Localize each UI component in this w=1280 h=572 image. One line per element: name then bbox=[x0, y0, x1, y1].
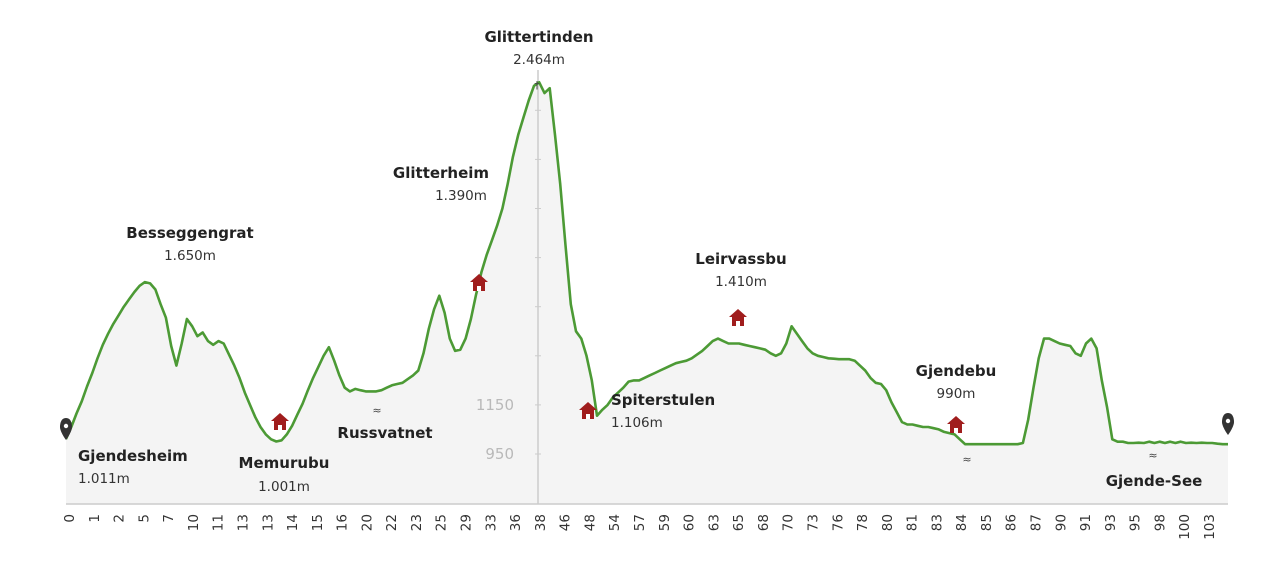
label-glitterheim: Glitterheim bbox=[393, 164, 489, 182]
elev-glittertinden: 2.464m bbox=[513, 52, 565, 68]
x-tick-label: 13 bbox=[260, 514, 276, 531]
x-tick-label: 103 bbox=[1202, 514, 1218, 540]
x-tick-label: 46 bbox=[558, 514, 574, 531]
elev-gjendesheim: 1.011m bbox=[78, 471, 130, 487]
x-tick-label: 16 bbox=[335, 514, 351, 531]
map-pin-icon bbox=[1222, 413, 1234, 435]
x-tick-label: 65 bbox=[731, 514, 747, 531]
x-tick-label: 10 bbox=[186, 514, 202, 531]
y-tick-label: 950 bbox=[485, 445, 514, 463]
x-tick-label: 20 bbox=[359, 514, 375, 531]
x-tick-label: 7 bbox=[161, 514, 177, 523]
x-tick-label: 22 bbox=[384, 514, 400, 531]
x-tick-label: 86 bbox=[1004, 514, 1020, 531]
profile-line bbox=[64, 81, 1228, 446]
x-tick-label: 84 bbox=[954, 514, 970, 531]
x-tick-label: 95 bbox=[1128, 514, 1144, 531]
x-tick-label: 48 bbox=[582, 514, 598, 531]
x-tick-label: 83 bbox=[929, 514, 945, 531]
x-tick-label: 90 bbox=[1053, 514, 1069, 531]
elev-memurubu: 1.001m bbox=[258, 479, 310, 495]
x-tick-label: 54 bbox=[607, 514, 623, 531]
x-tick-label: 73 bbox=[806, 514, 822, 531]
x-ticks: 0 1 2 5 7 10 11 13 13 14 15 16 20 22 23 25 29 33 36 38 46 48 5… bbox=[62, 514, 1218, 540]
label-leirvassbu: Leirvassbu bbox=[695, 250, 786, 268]
x-tick-label: 0 bbox=[62, 514, 78, 523]
label-gjendesheim: Gjendesheim bbox=[78, 447, 188, 465]
x-tick-label: 76 bbox=[830, 514, 846, 531]
elev-spiterstulen: 1.106m bbox=[611, 415, 663, 431]
x-tick-label: 13 bbox=[236, 514, 252, 531]
label-gjende-see: Gjende-See bbox=[1106, 472, 1203, 490]
x-tick-label: 98 bbox=[1152, 514, 1168, 531]
hut-icon bbox=[947, 416, 965, 433]
x-tick-label: 91 bbox=[1078, 514, 1094, 531]
x-tick-label: 81 bbox=[905, 514, 921, 531]
x-tick-label: 70 bbox=[781, 514, 797, 531]
x-tick-label: 5 bbox=[136, 514, 152, 523]
elev-leirvassbu: 1.410m bbox=[715, 274, 767, 290]
water-icon: ≈ bbox=[1148, 449, 1157, 462]
x-tick-label: 85 bbox=[979, 514, 995, 531]
label-spiterstulen: Spiterstulen bbox=[611, 391, 715, 409]
x-tick-label: 33 bbox=[483, 514, 499, 531]
x-tick-label: 68 bbox=[756, 514, 772, 531]
y-ticks: 950 1150 bbox=[476, 109, 541, 463]
summit-cross-icon: † bbox=[534, 79, 540, 92]
x-tick-label: 78 bbox=[855, 514, 871, 531]
x-tick-label: 15 bbox=[310, 514, 326, 531]
label-russvatnet: Russvatnet bbox=[337, 424, 432, 442]
x-tick-label: 11 bbox=[211, 514, 227, 531]
x-tick-label: 36 bbox=[508, 514, 524, 531]
label-memurubu: Memurubu bbox=[239, 454, 330, 472]
x-tick-label: 14 bbox=[285, 514, 301, 531]
x-tick-label: 57 bbox=[632, 514, 648, 531]
water-icon: ≈ bbox=[372, 404, 381, 417]
x-tick-label: 23 bbox=[409, 514, 425, 531]
x-tick-label: 1 bbox=[87, 514, 103, 523]
hut-icon bbox=[579, 402, 597, 419]
elev-glitterheim: 1.390m bbox=[435, 188, 487, 204]
x-tick-label: 59 bbox=[657, 514, 673, 531]
x-tick-label: 38 bbox=[533, 514, 549, 531]
x-tick-label: 60 bbox=[682, 514, 698, 531]
hut-icon bbox=[729, 309, 747, 326]
water-icon: ≈ bbox=[962, 453, 971, 466]
label-gjendebu: Gjendebu bbox=[916, 362, 997, 380]
label-besseggengrat: Besseggengrat bbox=[126, 224, 253, 242]
x-tick-label: 29 bbox=[459, 514, 475, 531]
label-glittertinden: Glittertinden bbox=[484, 28, 593, 46]
x-tick-label: 87 bbox=[1029, 514, 1045, 531]
x-tick-label: 80 bbox=[880, 514, 896, 531]
x-tick-label: 2 bbox=[112, 514, 128, 523]
elev-gjendebu: 990m bbox=[937, 386, 976, 402]
profile-area bbox=[66, 82, 1228, 505]
elev-besseggengrat: 1.650m bbox=[164, 248, 216, 264]
y-tick-label: 1150 bbox=[476, 396, 514, 414]
x-tick-label: 63 bbox=[706, 514, 722, 531]
x-tick-label: 25 bbox=[434, 514, 450, 531]
hut-icon bbox=[470, 274, 488, 291]
x-tick-label: 93 bbox=[1103, 514, 1119, 531]
hut-icon bbox=[271, 413, 289, 430]
x-tick-label: 100 bbox=[1177, 514, 1193, 540]
map-pin-icon bbox=[60, 418, 72, 440]
